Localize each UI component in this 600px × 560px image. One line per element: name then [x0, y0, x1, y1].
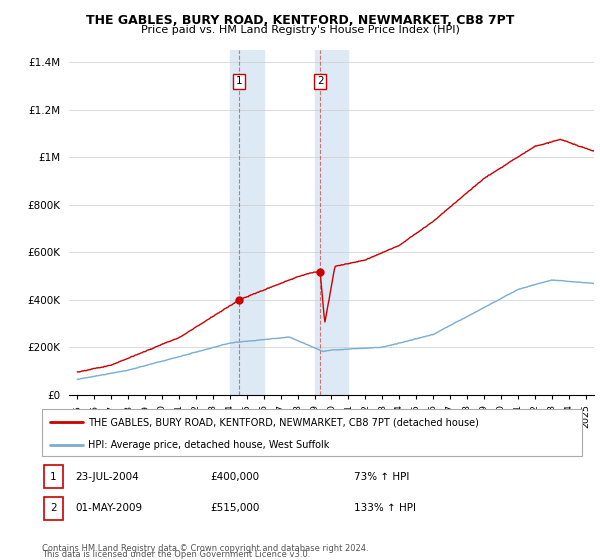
- FancyBboxPatch shape: [44, 465, 63, 488]
- FancyBboxPatch shape: [42, 409, 582, 456]
- Text: £400,000: £400,000: [210, 472, 259, 482]
- Text: 1: 1: [50, 472, 57, 482]
- Text: 2: 2: [50, 503, 57, 514]
- Bar: [230, 50, 264, 395]
- Text: 1: 1: [236, 76, 242, 86]
- Text: HPI: Average price, detached house, West Suffolk: HPI: Average price, detached house, West…: [88, 440, 329, 450]
- Text: 133% ↑ HPI: 133% ↑ HPI: [354, 503, 416, 514]
- Text: 01-MAY-2009: 01-MAY-2009: [75, 503, 142, 514]
- Text: Contains HM Land Registry data © Crown copyright and database right 2024.: Contains HM Land Registry data © Crown c…: [42, 544, 368, 553]
- Text: £515,000: £515,000: [210, 503, 259, 514]
- Text: This data is licensed under the Open Government Licence v3.0.: This data is licensed under the Open Gov…: [42, 550, 310, 559]
- Text: Price paid vs. HM Land Registry's House Price Index (HPI): Price paid vs. HM Land Registry's House …: [140, 25, 460, 35]
- Text: THE GABLES, BURY ROAD, KENTFORD, NEWMARKET, CB8 7PT: THE GABLES, BURY ROAD, KENTFORD, NEWMARK…: [86, 14, 514, 27]
- FancyBboxPatch shape: [44, 497, 63, 520]
- Text: 73% ↑ HPI: 73% ↑ HPI: [354, 472, 409, 482]
- Bar: [314, 50, 349, 395]
- Text: THE GABLES, BURY ROAD, KENTFORD, NEWMARKET, CB8 7PT (detached house): THE GABLES, BURY ROAD, KENTFORD, NEWMARK…: [88, 417, 479, 427]
- Text: 2: 2: [317, 76, 323, 86]
- Text: 23-JUL-2004: 23-JUL-2004: [75, 472, 139, 482]
